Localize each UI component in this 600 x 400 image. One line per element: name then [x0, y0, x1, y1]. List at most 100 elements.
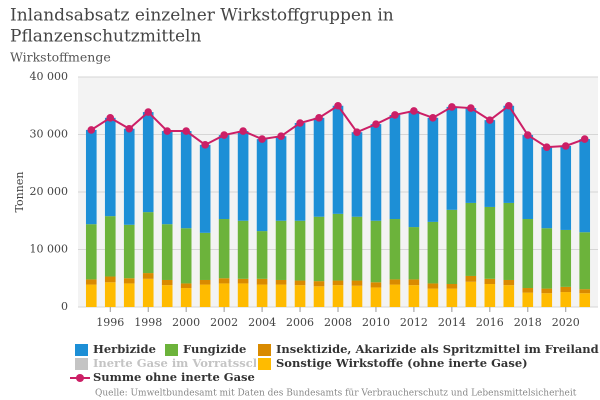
bar-segment	[522, 288, 534, 293]
y-axis-label: Tonnen	[13, 172, 26, 213]
x-tick-label: 2014	[438, 316, 466, 329]
x-tick-label: 2012	[400, 316, 428, 329]
bar-segment	[275, 136, 287, 221]
bar-segment	[123, 224, 135, 279]
x-tick-label: 2002	[210, 316, 238, 329]
legend-swatch	[75, 344, 88, 356]
bar-segment	[142, 212, 154, 274]
bar-segment	[85, 129, 97, 225]
bar-segment	[541, 228, 553, 289]
bar-segment	[199, 232, 211, 280]
bar-segment	[408, 279, 420, 286]
y-tick-label: 30 000	[30, 128, 69, 141]
bar-segment	[85, 224, 97, 280]
bar-segment	[313, 286, 325, 307]
bar-segment	[161, 279, 173, 286]
sum-point	[315, 114, 323, 122]
sum-point	[486, 116, 494, 124]
bar-segment	[503, 285, 515, 307]
bar-segment	[275, 279, 287, 285]
bar-segment	[180, 131, 192, 229]
bar-segment	[427, 117, 439, 222]
bar-segment	[465, 275, 477, 282]
x-tick-label: 2018	[514, 316, 542, 329]
bar-segment	[389, 284, 401, 307]
title-line-1: Inlandsabsatz einzelner Wirkstoffgruppen…	[10, 6, 394, 26]
sum-point	[296, 119, 304, 127]
legend-label: Fungizide	[183, 342, 246, 356]
bar-segment	[218, 219, 230, 279]
bar-segment	[142, 278, 154, 307]
bar-segment	[427, 283, 439, 289]
bar-segment	[522, 135, 534, 220]
legend-label: Insektizide, Akarizide als Spritzmittel …	[276, 342, 599, 356]
sum-point	[201, 141, 209, 149]
bar-segment	[503, 105, 515, 203]
bar-segment	[579, 289, 591, 294]
bar-segment	[351, 132, 363, 217]
bar-segment	[389, 279, 401, 285]
bar-segment	[484, 120, 496, 207]
legend-swatch	[75, 358, 88, 370]
sum-point	[106, 114, 115, 122]
bar-segment	[218, 135, 230, 220]
sum-point	[523, 131, 532, 139]
bar-segment	[522, 219, 534, 289]
sum-point	[372, 120, 380, 128]
bar-segment	[408, 285, 420, 307]
bar-segment	[332, 213, 344, 281]
bar-segment	[484, 284, 496, 307]
bar-segment	[218, 278, 230, 284]
bar-segment	[503, 202, 515, 280]
x-tick-label: 2010	[362, 316, 390, 329]
bar-segment	[522, 292, 534, 307]
bar-segment	[579, 139, 591, 233]
bar-segment	[180, 288, 192, 307]
y-tick-label: 20 000	[30, 185, 69, 198]
bar-segment	[370, 220, 382, 283]
bar-segment	[85, 284, 97, 307]
bar-segment	[237, 220, 249, 279]
sum-point	[125, 124, 134, 133]
bar-segment	[104, 282, 116, 307]
legend-swatch	[258, 344, 271, 356]
bar-segment	[579, 293, 591, 307]
title-line-2: Pflanzenschutzmitteln	[10, 27, 201, 47]
bar-segment	[332, 285, 344, 307]
legend-label: Herbizide	[93, 342, 156, 356]
bar-segment	[370, 287, 382, 307]
bar-segment	[180, 228, 192, 284]
y-tick-label: 0	[61, 300, 68, 313]
legend-swatch	[165, 344, 178, 356]
x-tick-label: 2000	[172, 316, 200, 329]
bar-segment	[484, 206, 496, 279]
bar-segment	[256, 278, 268, 285]
x-tick-label: 2008	[324, 316, 352, 329]
bar-segment	[123, 128, 135, 225]
subtitle: Wirkstoffmenge	[10, 50, 111, 65]
bar-segment	[294, 285, 306, 307]
bar-segment	[560, 286, 572, 293]
bar-segment	[446, 288, 458, 307]
sum-point	[448, 103, 456, 111]
x-tick-label: 2006	[286, 316, 314, 329]
x-tick-label: 1996	[96, 316, 124, 329]
bar-segment	[560, 229, 572, 287]
sum-point	[561, 142, 570, 150]
bar-segment	[465, 202, 477, 276]
bar-segment	[313, 281, 325, 287]
bar-segment	[180, 283, 192, 289]
sum-point	[220, 131, 228, 139]
bar-segment	[294, 123, 306, 221]
bar-segment	[427, 288, 439, 307]
bar-segment	[351, 216, 363, 281]
bar-segment	[237, 131, 249, 221]
bar-segment	[351, 280, 363, 286]
sum-point	[410, 107, 418, 115]
bar-segment	[560, 292, 572, 307]
legend-swatch	[258, 358, 271, 370]
bar-segment	[560, 146, 572, 230]
y-tick-label: 10 000	[30, 243, 69, 256]
sum-point	[87, 126, 96, 134]
x-tick-label: 2016	[476, 316, 504, 329]
